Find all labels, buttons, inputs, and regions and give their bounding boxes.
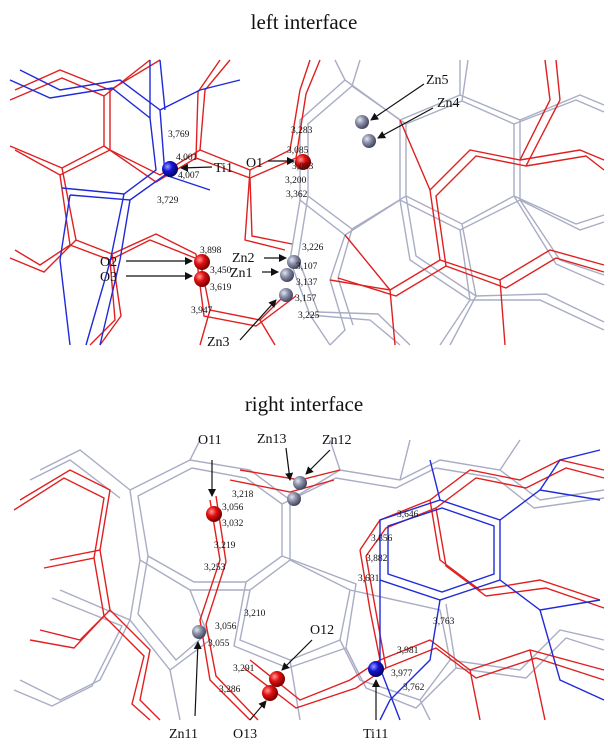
o3-label: O3 [100, 270, 117, 285]
distance-label: 3,157 [295, 294, 317, 304]
distance-label: 3,107 [296, 262, 318, 272]
o11-atom [206, 506, 222, 522]
o12-label: O12 [310, 623, 334, 638]
distance-label: 3,763 [433, 617, 455, 627]
distance-label: 3,898 [200, 246, 222, 256]
left-interface-panel: Ti1 O1 Zn5 Zn4 O2 O3 Zn2 Zn1 Zn3 3,769 4… [9, 59, 605, 350]
distance-label: 3,729 [157, 196, 179, 206]
ti11-label: Ti11 [363, 727, 388, 742]
zn13-atom [287, 492, 301, 506]
zn3-atom [279, 288, 293, 302]
distance-label: 3,056 [215, 622, 237, 632]
ti11-atom [368, 661, 384, 677]
distance-label: 3,283 [291, 126, 313, 136]
o11-label: O11 [198, 433, 222, 448]
distance-label: 3,225 [298, 311, 320, 321]
o13-atom [262, 685, 278, 701]
zn4-label: Zn4 [437, 96, 460, 111]
zn3-arrow [239, 299, 277, 341]
o12-arrow [281, 639, 313, 671]
o3-atom [194, 271, 210, 287]
left-atom-labels: Ti1 O1 Zn5 Zn4 O2 O3 Zn2 Zn1 Zn3 [100, 73, 460, 350]
distance-label: 3,631 [358, 574, 380, 584]
o12-atom [269, 671, 285, 687]
o1-label: O1 [246, 156, 263, 171]
left-interface-title: left interface [250, 10, 358, 34]
zn12-atom [293, 476, 307, 490]
o13-label: O13 [233, 727, 257, 742]
zn2-label: Zn2 [232, 251, 255, 266]
distance-label: 3,981 [397, 646, 419, 656]
distance-label: 4,001 [176, 153, 198, 163]
distance-label: 3,291 [233, 664, 255, 674]
right-red-lattice [13, 459, 605, 721]
zn2-atom [287, 255, 301, 269]
zn5-atom [355, 115, 369, 129]
distance-label: 3,253 [204, 563, 226, 573]
ti1-atom [162, 161, 178, 177]
distance-label: 3,769 [168, 130, 190, 140]
distance-label: 3,210 [244, 609, 266, 619]
distance-label: 3,055 [208, 639, 230, 649]
zn13-label: Zn13 [257, 432, 287, 447]
left-pointer-arrows [126, 83, 434, 341]
distance-label: 3,085 [287, 146, 309, 156]
ti1-label: Ti1 [214, 161, 233, 176]
distance-label: 4,007 [178, 171, 200, 181]
right-interface-panel: O11 Zn13 Zn12 O12 Zn11 O13 Ti11 3,218 3,… [13, 432, 605, 742]
zn11-atom [192, 625, 206, 639]
ti1-arrow [180, 163, 213, 172]
zn13-arrow [285, 447, 294, 481]
right-atoms [192, 476, 384, 701]
o2-label: O2 [100, 255, 117, 270]
right-grey-lattice [13, 439, 605, 721]
zn11-label: Zn11 [169, 727, 198, 742]
right-blue-lattice [379, 449, 605, 721]
distance-label: 3,856 [371, 534, 393, 544]
zn12-arrow [305, 449, 331, 475]
left-atoms [162, 115, 376, 302]
right-interface-title: right interface [244, 392, 364, 416]
distance-label: 3,226 [302, 243, 324, 253]
o1-atom [295, 154, 311, 170]
zn3-label: Zn3 [207, 335, 230, 350]
left-distance-labels: 3,769 4,001 4,007 3,729 3,283 3,085 3,08… [157, 126, 324, 321]
distance-label: 3,219 [214, 541, 236, 551]
right-pointer-arrows [193, 447, 380, 721]
distance-label: 3,032 [222, 519, 244, 529]
o13-arrow [249, 700, 267, 721]
distance-label: 3,947 [191, 306, 213, 316]
o2-atom [194, 254, 210, 270]
distance-label: 3,450 [210, 266, 232, 276]
zn11-arrow [193, 641, 202, 717]
distance-label: 3,977 [391, 669, 413, 679]
zn5-arrow [370, 83, 425, 121]
distance-label: 3,882 [366, 554, 388, 564]
zn12-label: Zn12 [322, 433, 352, 448]
distance-label: 3,619 [210, 283, 232, 293]
distance-label: 3,286 [219, 685, 241, 695]
zn5-label: Zn5 [426, 73, 449, 88]
zn1-atom [280, 268, 294, 282]
right-atom-labels: O11 Zn13 Zn12 O12 Zn11 O13 Ti11 [169, 432, 388, 742]
distance-label: 3,218 [232, 490, 254, 500]
left-blue-lattice [9, 59, 241, 346]
distance-label: 3,056 [222, 503, 244, 513]
distance-label: 3,362 [286, 190, 308, 200]
right-distance-labels: 3,218 3,056 3,032 3,219 3,253 3,646 3,85… [204, 490, 455, 695]
distance-label: 3,083 [292, 162, 314, 172]
distance-label: 3,137 [296, 278, 318, 288]
distance-label: 3,646 [397, 510, 419, 520]
distance-label: 3,762 [403, 683, 425, 693]
distance-label: 3,200 [285, 176, 307, 186]
zn1-label: Zn1 [230, 266, 253, 281]
zn4-arrow [377, 107, 434, 139]
zn4-atom [362, 134, 376, 148]
